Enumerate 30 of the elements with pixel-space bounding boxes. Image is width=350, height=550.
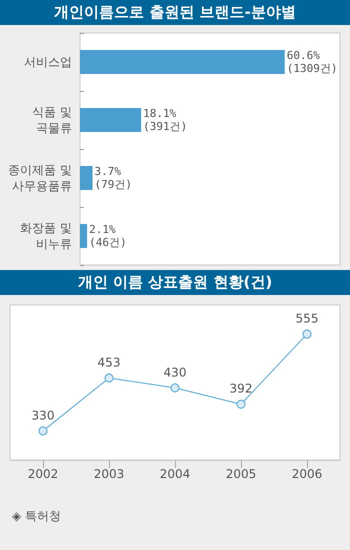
bar xyxy=(80,224,88,248)
y-tick-label: 식품 및 곡물류 xyxy=(32,105,72,135)
data-label: 453 xyxy=(98,355,120,370)
y-tick-label: 화장품 및 비누류 xyxy=(20,221,72,251)
chart-title: 개인이름으로 출원된 브랜드-분야별 xyxy=(0,0,350,25)
point xyxy=(38,426,48,436)
bar xyxy=(80,50,285,74)
x-tick-label: 2003 xyxy=(94,467,124,481)
chart-title: 개인 이름 상표출원 현황(건) xyxy=(0,270,350,295)
point xyxy=(170,383,180,392)
data-label: 2.1% (46건) xyxy=(89,223,127,249)
data-label: 60.6% (1309건) xyxy=(286,49,338,75)
data-label: 3.7% (79건) xyxy=(94,165,132,191)
x-tick-label: 2006 xyxy=(292,467,322,481)
y-tick-label: 서비스업 xyxy=(24,55,72,69)
data-label: 392 xyxy=(230,382,252,396)
data-label: 555 xyxy=(296,312,318,326)
bar xyxy=(80,166,92,190)
x-tick-label: 2005 xyxy=(226,467,256,481)
x-tick-label: 2004 xyxy=(160,467,190,481)
point xyxy=(302,330,312,339)
data-label: 330 xyxy=(32,408,54,422)
y-tick-label: 종이제품 및 사무용품류 xyxy=(8,163,72,193)
data-label: 18.1% (391건) xyxy=(143,107,188,133)
x-tick-label: 2002 xyxy=(28,467,58,481)
bar xyxy=(80,108,142,132)
point xyxy=(236,400,246,409)
data-label: 430 xyxy=(164,365,186,380)
point xyxy=(104,373,114,382)
text: ◈ 특허청 xyxy=(11,508,62,525)
